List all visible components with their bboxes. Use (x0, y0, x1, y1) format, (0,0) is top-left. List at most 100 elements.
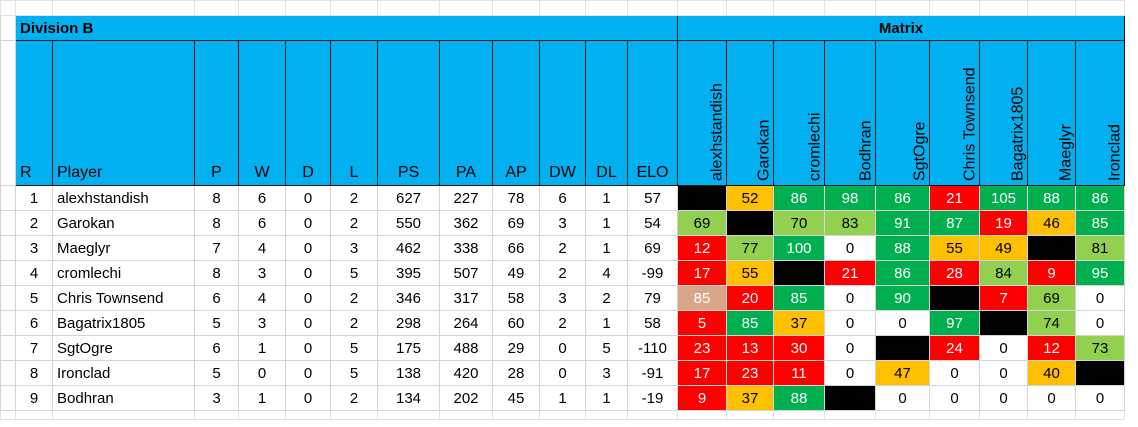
matrix-cell: 0 (1027, 385, 1076, 411)
cell-dl: 1 (585, 385, 628, 411)
empty-cell (238, 410, 286, 420)
header-pa: PA (439, 40, 493, 186)
matrix-cell (1027, 235, 1076, 261)
cell-dl: 1 (585, 185, 628, 211)
matrix-cell: 21 (929, 185, 980, 211)
empty-cell (492, 410, 540, 420)
matrix-cell: 0 (824, 310, 876, 336)
empty-cell (773, 0, 825, 16)
header-dw: DW (539, 40, 586, 186)
empty-cell (0, 235, 16, 261)
cell-pa: 420 (439, 360, 493, 386)
empty-cell (194, 410, 239, 420)
table-row: 7 SgtOgre 6 1 0 5 175 488 29 0 5 -110 23 13 30 0 24 0 12 73 (0, 335, 1125, 361)
matrix-cell: 46 (1027, 210, 1076, 236)
matrix-cell (726, 210, 774, 236)
matrix-cell (979, 310, 1028, 336)
matrix-cell: 11 (773, 360, 825, 386)
cell-pa: 227 (439, 185, 493, 211)
matrix-cell (875, 335, 930, 361)
matrix-header-garokan: Garokan (726, 40, 774, 186)
matrix-header-label: Bagatrix1805 (1009, 86, 1026, 181)
matrix-cell: 17 (677, 360, 727, 386)
empty-cell (0, 360, 16, 386)
cell-p: 8 (194, 260, 239, 286)
matrix-cell: 85 (677, 285, 727, 311)
cell-r: 2 (15, 210, 53, 236)
cell-dl: 1 (585, 210, 628, 236)
cell-dw: 0 (539, 360, 586, 386)
empty-cell (285, 0, 331, 16)
cell-r: 3 (15, 235, 53, 261)
table-row: 3 Maeglyr 7 4 0 3 462 338 66 2 1 69 12 77 100 0 88 55 49 81 (0, 235, 1125, 261)
matrix-cell: 0 (824, 335, 876, 361)
cell-l: 2 (330, 210, 378, 236)
cell-p: 8 (194, 210, 239, 236)
matrix-cell: 0 (875, 385, 930, 411)
matrix-cell: 88 (773, 385, 825, 411)
matrix-header-label: Ironclad (1106, 124, 1123, 181)
cell-pa: 488 (439, 335, 493, 361)
header-l: L (330, 40, 378, 186)
cell-l: 5 (330, 360, 378, 386)
matrix-header-maeglyr: Maeglyr (1027, 40, 1076, 186)
table-row: 2 Garokan 8 6 0 2 550 362 69 3 1 54 69 70 83 91 87 19 46 85 (0, 210, 1125, 236)
matrix-cell (773, 260, 825, 286)
matrix-cell: 87 (929, 210, 980, 236)
empty-cell (0, 385, 16, 411)
cell-ap: 28 (492, 360, 540, 386)
matrix-cell: 97 (929, 310, 980, 336)
table-row: 6 Bagatrix1805 5 3 0 2 298 264 60 2 1 58 5 85 37 0 0 97 74… (0, 310, 1125, 336)
cell-elo: -91 (627, 360, 678, 386)
cell-dl: 4 (585, 260, 628, 286)
matrix-cell (677, 185, 727, 211)
matrix-cell: 98 (824, 185, 876, 211)
empty-cell (439, 410, 493, 420)
empty-cell (627, 410, 678, 420)
empty-cell (979, 0, 1028, 16)
matrix-cell: 55 (726, 260, 774, 286)
matrix-cell: 83 (824, 210, 876, 236)
matrix-cell: 37 (726, 385, 774, 411)
cell-ap: 69 (492, 210, 540, 236)
empty-cell (0, 285, 16, 311)
matrix-cell (929, 285, 980, 311)
cell-r: 6 (15, 310, 53, 336)
cell-p: 3 (194, 385, 239, 411)
table-row: 1 alexhstandish 8 6 0 2 627 227 78 6 1 57 52 86 98 86 21… (0, 185, 1125, 211)
cell-pa: 338 (439, 235, 493, 261)
cell-player: Bodhran (52, 385, 195, 411)
cell-ps: 627 (377, 185, 440, 211)
empty-cell (824, 0, 876, 16)
empty-cell (1027, 410, 1076, 420)
cell-ap: 29 (492, 335, 540, 361)
empty-cell (677, 410, 727, 420)
empty-cell (627, 0, 678, 16)
empty-cell (726, 0, 774, 16)
matrix-cell: 0 (1075, 385, 1125, 411)
matrix-cell: 81 (1075, 235, 1125, 261)
header-player: Player (52, 40, 195, 186)
cell-l: 2 (330, 310, 378, 336)
matrix-cell: 49 (979, 235, 1028, 261)
cell-d: 0 (285, 335, 331, 361)
empty-cell (979, 410, 1028, 420)
empty-cell (1075, 0, 1125, 16)
empty-cell (330, 0, 378, 16)
cell-dl: 1 (585, 235, 628, 261)
matrix-cell: 0 (979, 360, 1028, 386)
cell-elo: 79 (627, 285, 678, 311)
cell-elo: 58 (627, 310, 678, 336)
cell-dl: 3 (585, 360, 628, 386)
cell-d: 0 (285, 260, 331, 286)
matrix-cell: 86 (1075, 185, 1125, 211)
cell-p: 6 (194, 285, 239, 311)
cell-ps: 346 (377, 285, 440, 311)
cell-r: 8 (15, 360, 53, 386)
cell-player: Bagatrix1805 (52, 310, 195, 336)
cell-l: 3 (330, 235, 378, 261)
cell-player: Ironclad (52, 360, 195, 386)
cell-ps: 395 (377, 260, 440, 286)
empty-cell (52, 0, 195, 16)
matrix-cell: 37 (773, 310, 825, 336)
